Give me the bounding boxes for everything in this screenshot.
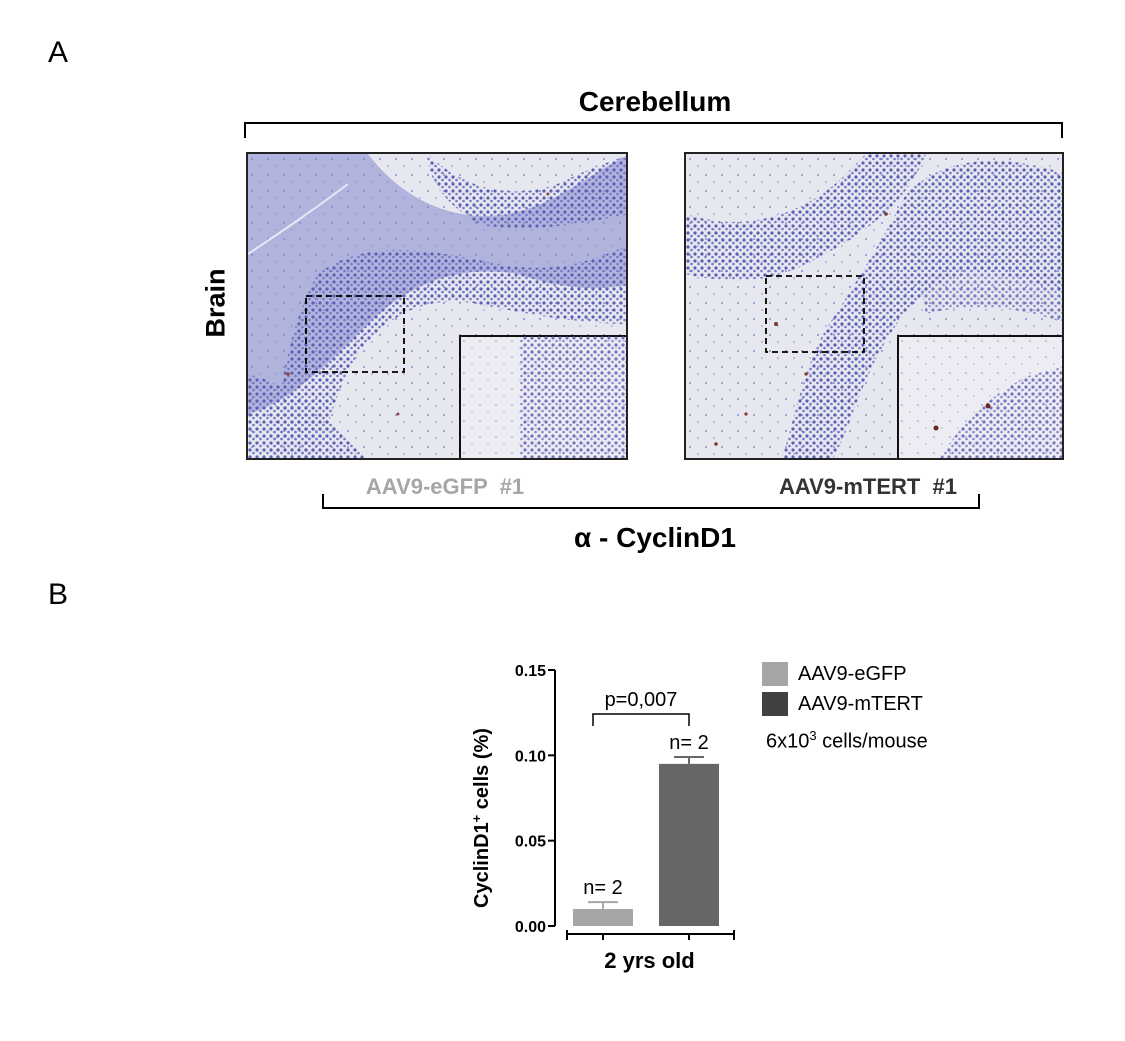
left-image-label: AAV9-eGFP #1 xyxy=(365,474,525,499)
legend-note-suffix: cells/mouse xyxy=(816,730,928,753)
legend-label-mtert: AAV9-mTERT xyxy=(798,692,923,715)
legend-note-prefix: 6x10 xyxy=(766,730,810,753)
stain-bracket xyxy=(322,494,980,509)
y-label-sup: + xyxy=(469,814,484,822)
n-label: n= 2 xyxy=(583,877,622,899)
zoom-box-mtert xyxy=(765,275,865,353)
x-axis-bracket xyxy=(566,930,735,940)
micrograph-egfp-image xyxy=(248,154,626,458)
p-value-label: p=0,007 xyxy=(605,689,678,711)
legend-note: 6x103 cells/mouse xyxy=(766,728,928,754)
y-tick-label: 0.00 xyxy=(515,919,546,936)
bar-chart: 0.00 0.05 0.10 0.15 n= 2 n= 2 p=0,007 2 yrs old… xyxy=(469,663,735,973)
micrograph-aav9-mtert xyxy=(684,152,1064,460)
legend-swatch-egfp xyxy=(762,662,788,686)
row-label-brain: Brain xyxy=(200,268,231,338)
y-tick-label: 0.05 xyxy=(515,834,546,851)
micrograph-aav9-egfp xyxy=(246,152,628,460)
n-label: n= 2 xyxy=(669,732,708,754)
y-label-rest: cells (%) xyxy=(471,728,493,815)
y-label-main: CyclinD1 xyxy=(471,822,493,908)
stain-label: α - CyclinD1 xyxy=(574,522,736,553)
micrograph-mtert-image xyxy=(686,154,1062,458)
legend: AAV9-eGFP AAV9-mTERT 6x103 cells/mouse xyxy=(762,660,928,754)
x-axis-label: 2 yrs old xyxy=(604,948,694,973)
zoom-box-egfp xyxy=(305,295,405,373)
bar-aav9-mtert xyxy=(659,763,719,926)
region-bracket xyxy=(244,122,1063,138)
inset-egfp xyxy=(459,335,626,458)
legend-label-egfp: AAV9-eGFP xyxy=(798,662,907,685)
y-tick-label: 0.15 xyxy=(515,663,546,680)
legend-note-sup: 3 xyxy=(809,728,817,743)
panel-a-letter: A xyxy=(48,36,69,69)
significance-bracket xyxy=(592,713,690,726)
panel-b-letter: B xyxy=(48,578,69,611)
y-tick-label: 0.10 xyxy=(515,748,546,765)
y-axis-label: CyclinD1+ cells (%) xyxy=(469,728,494,908)
inset-mtert xyxy=(897,335,1062,458)
legend-item-egfp: AAV9-eGFP xyxy=(762,660,928,688)
legend-swatch-mtert xyxy=(762,692,788,716)
legend-item-mtert: AAV9-mTERT xyxy=(762,690,928,718)
region-title: Cerebellum xyxy=(578,86,732,117)
bar-aav9-egfp xyxy=(573,908,633,926)
right-image-label: AAV9-mTERT #1 xyxy=(778,474,958,499)
